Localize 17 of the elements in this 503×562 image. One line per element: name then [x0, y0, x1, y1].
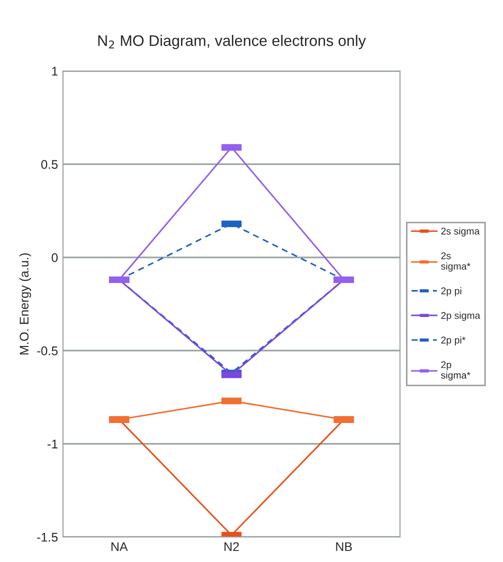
x-tick-label: N2	[224, 542, 239, 551]
y-tick-label: -1	[48, 440, 58, 448]
y-tick-label: 0	[52, 253, 58, 262]
y-tick-label: 1	[52, 66, 58, 76]
legend-label: 2p sigma*	[441, 361, 470, 381]
chart-title: N$_{2}$ MO Diagram, valence electrons only	[98, 34, 366, 50]
legend-label: 2s sigma	[441, 227, 480, 237]
y-tick-label: -1.5	[37, 532, 58, 542]
legend-label: 2p pi	[441, 287, 462, 296]
x-tick-label: NA	[112, 542, 128, 551]
legend-label: 2p pi*	[441, 336, 466, 346]
legend-label: 2s sigma*	[441, 252, 470, 272]
x-tick-label: NB	[336, 542, 352, 551]
y-axis-title: M.O. Energy (a.u.)	[19, 253, 32, 354]
y-tick-label: 0.5	[41, 160, 58, 169]
legend-label: 2p sigma	[441, 312, 480, 321]
y-tick-label: -0.5	[37, 346, 58, 356]
